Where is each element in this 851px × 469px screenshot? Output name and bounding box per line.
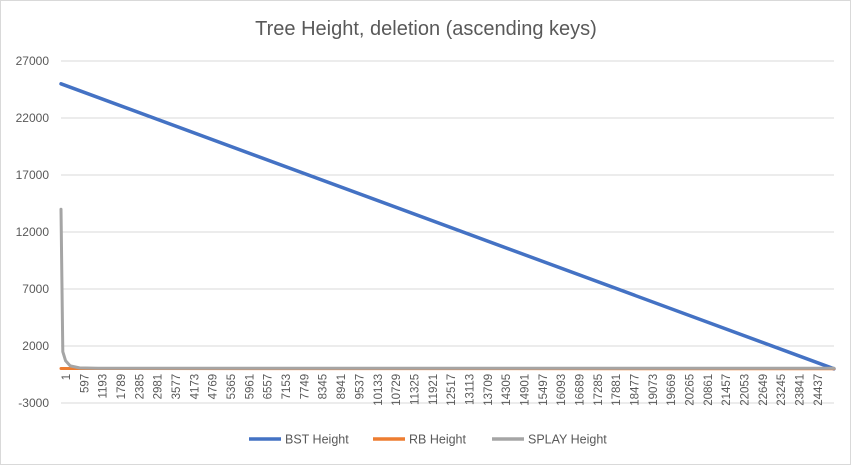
y-tick-label: 17000 bbox=[16, 168, 50, 182]
x-tick-label: 5365 bbox=[226, 374, 238, 400]
x-axis-tick-labels: 1 597 1193 1789 2385 2981 3577 4173 4769 5365 5961… bbox=[61, 374, 825, 406]
x-tick-label: 20861 bbox=[703, 374, 715, 406]
x-tick-label: 10133 bbox=[373, 374, 385, 406]
x-tick-label: 2981 bbox=[153, 374, 165, 400]
y-tick-label: 27000 bbox=[16, 54, 50, 68]
x-tick-label: 597 bbox=[79, 374, 91, 393]
x-tick-label: 23841 bbox=[795, 374, 807, 406]
x-tick-label: 8941 bbox=[336, 374, 348, 400]
x-tick-label: 17881 bbox=[611, 374, 623, 406]
x-tick-label: 11921 bbox=[428, 374, 440, 405]
x-tick-label: 24437 bbox=[813, 374, 825, 406]
y-tick-label: 2000 bbox=[22, 339, 49, 353]
x-tick-label: 3577 bbox=[171, 374, 183, 400]
legend: BST Height RB Height SPLAY Height bbox=[249, 433, 607, 447]
series-line-bst-height bbox=[61, 84, 834, 369]
x-tick-label: 5961 bbox=[244, 374, 256, 400]
x-tick-label: 9537 bbox=[354, 374, 366, 400]
x-tick-label: 16093 bbox=[556, 374, 568, 406]
x-tick-label: 13709 bbox=[483, 374, 495, 406]
y-tick-label: 12000 bbox=[16, 225, 50, 239]
x-tick-label: 10729 bbox=[391, 374, 403, 406]
x-tick-label: 17285 bbox=[593, 374, 605, 406]
legend-label: BST Height bbox=[285, 433, 349, 447]
y-tick-label: -3000 bbox=[18, 396, 49, 410]
x-tick-label: 15497 bbox=[538, 374, 550, 406]
legend-label: SPLAY Height bbox=[528, 433, 607, 447]
legend-label: RB Height bbox=[409, 433, 466, 447]
x-tick-label: 7153 bbox=[281, 374, 293, 400]
y-tick-label: 7000 bbox=[22, 282, 49, 296]
x-tick-label: 8345 bbox=[318, 374, 330, 400]
x-tick-label: 11325 bbox=[409, 374, 421, 405]
x-tick-label: 1789 bbox=[116, 374, 128, 400]
x-tick-label: 16689 bbox=[574, 374, 586, 406]
x-tick-label: 14305 bbox=[501, 374, 513, 406]
x-tick-label: 22053 bbox=[740, 374, 752, 406]
x-tick-label: 19073 bbox=[648, 374, 660, 406]
x-tick-label: 20265 bbox=[685, 374, 697, 406]
x-tick-label: 21457 bbox=[721, 374, 733, 406]
x-tick-label: 13113 bbox=[464, 374, 476, 405]
x-tick-label: 2385 bbox=[134, 374, 146, 400]
y-tick-label: 22000 bbox=[16, 111, 50, 125]
x-tick-label: 18477 bbox=[630, 374, 642, 406]
chart-title: Tree Height, deletion (ascending keys) bbox=[255, 18, 597, 40]
data-series bbox=[61, 84, 834, 369]
gridlines bbox=[61, 61, 834, 403]
x-tick-label: 1193 bbox=[98, 374, 110, 399]
x-tick-label: 6557 bbox=[263, 374, 275, 400]
x-tick-label: 4173 bbox=[189, 374, 201, 400]
x-tick-label: 14901 bbox=[519, 374, 531, 406]
x-tick-label: 1 bbox=[61, 374, 73, 380]
x-tick-label: 12517 bbox=[446, 374, 458, 406]
x-tick-label: 4769 bbox=[208, 374, 220, 400]
x-tick-label: 23245 bbox=[776, 374, 788, 406]
x-tick-label: 7749 bbox=[299, 374, 311, 400]
y-axis-tick-labels: 27000 22000 17000 12000 7000 2000 -3000 bbox=[16, 54, 50, 410]
x-tick-label: 19669 bbox=[666, 374, 678, 406]
x-tick-label: 22649 bbox=[758, 374, 770, 406]
